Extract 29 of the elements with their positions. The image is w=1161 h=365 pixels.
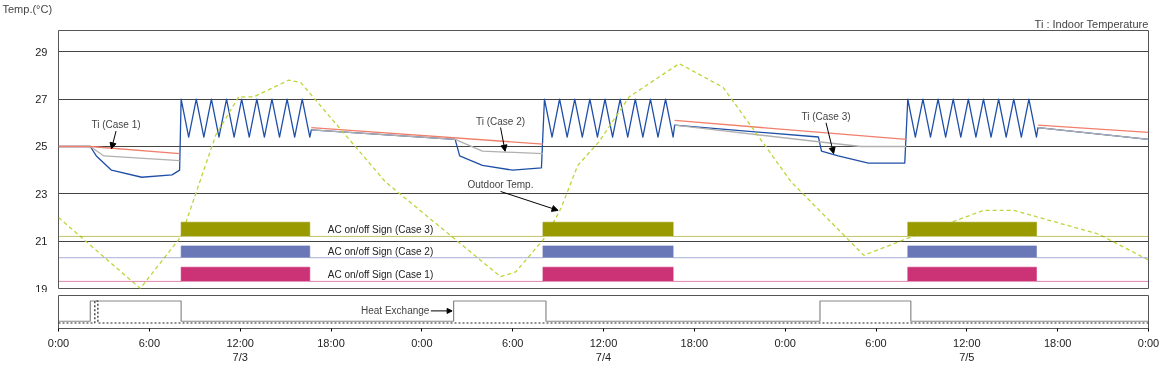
text: Ti : Indoor Temperature — [1034, 18, 1149, 30]
x-tick-label: 12:00 7/3 — [226, 336, 254, 363]
y-tick-label: 29 — [35, 45, 48, 58]
y-tick-label: 21 — [35, 235, 48, 248]
annotation: Outdoor Temp. — [467, 179, 534, 191]
x-tick-label: 12:00 7/4 — [589, 336, 618, 363]
annotation: Heat Exchange — [361, 305, 430, 317]
x-tick-label: 0:00 — [1137, 336, 1160, 349]
series-label: AC on/off Sign (Case 3) — [327, 223, 434, 235]
x-tick-label: 18:00 — [317, 336, 345, 349]
x-tick-label: 0:00 — [47, 336, 70, 349]
annotation: Ti (Case 2) — [476, 115, 526, 127]
x-tick-label: 6:00 — [501, 336, 524, 349]
x-tick-label: 12:00 7/5 — [953, 336, 981, 363]
annotation: Ti (Case 1) — [91, 119, 141, 131]
x-tick-label: 18:00 — [1043, 336, 1072, 349]
annotation: Ti (Case 3) — [801, 110, 851, 122]
x-tick-label: 6:00 — [865, 336, 887, 349]
y-tick-label: 19 — [35, 282, 48, 295]
y-tick-label: 25 — [35, 140, 48, 153]
series-label: AC on/off Sign (Case 2) — [327, 246, 434, 258]
x-tick-label: 0:00 — [411, 336, 433, 349]
x-tick-label: 6:00 — [138, 336, 161, 349]
x-tick-label: 18:00 — [680, 336, 709, 349]
y-tick-label: 23 — [35, 187, 48, 200]
x-tick-label: 0:00 — [774, 336, 796, 349]
y-tick-label: 27 — [35, 93, 48, 106]
y-axis-title: Temp.(°C) — [2, 3, 53, 15]
series-label: AC on/off Sign (Case 1) — [327, 268, 434, 280]
